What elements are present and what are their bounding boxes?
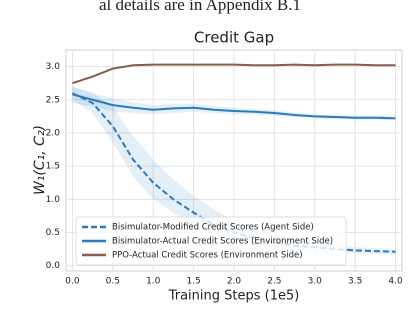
y-tick-label: 2.0	[46, 128, 61, 138]
x-tick-label: 0.5	[106, 277, 120, 287]
series-line	[72, 93, 396, 120]
series-line	[72, 63, 396, 85]
y-tick-label: 0.5	[46, 228, 60, 238]
y-tick-label: 0.0	[46, 261, 61, 271]
x-axis-label: Training Steps (1e5)	[168, 289, 300, 304]
y-tick-label: 1.5	[46, 162, 60, 172]
x-tick-label: 2.0	[227, 277, 242, 287]
y-tick-label: 1.0	[46, 195, 61, 205]
x-tick-label: 3.5	[348, 277, 362, 287]
x-tick-label: 3.0	[308, 277, 323, 287]
x-tick-label: 0.0	[65, 277, 80, 287]
confidence-band	[72, 86, 396, 121]
page-fragment: al details are in Appendix B.1	[99, 0, 301, 14]
legend-label: Bisimulator-Actual Credit Scores (Enviro…	[112, 237, 333, 247]
legend-label: PPO-Actual Credit Scores (Environment Si…	[112, 251, 303, 261]
y-tick-label: 2.5	[46, 95, 60, 105]
y-axis-label: W₁(C₁, C₂)	[32, 125, 48, 195]
x-tick-label: 4.0	[388, 277, 403, 287]
x-tick-label: 2.5	[267, 277, 281, 287]
legend-box	[75, 216, 347, 266]
y-tick-label: 3.0	[46, 62, 61, 72]
x-tick-label: 1.0	[146, 277, 161, 287]
chart-title: Credit Gap	[194, 29, 274, 47]
legend-label: Bisimulator-Modified Credit Scores (Agen…	[112, 223, 314, 233]
x-tick-label: 1.5	[186, 277, 200, 287]
